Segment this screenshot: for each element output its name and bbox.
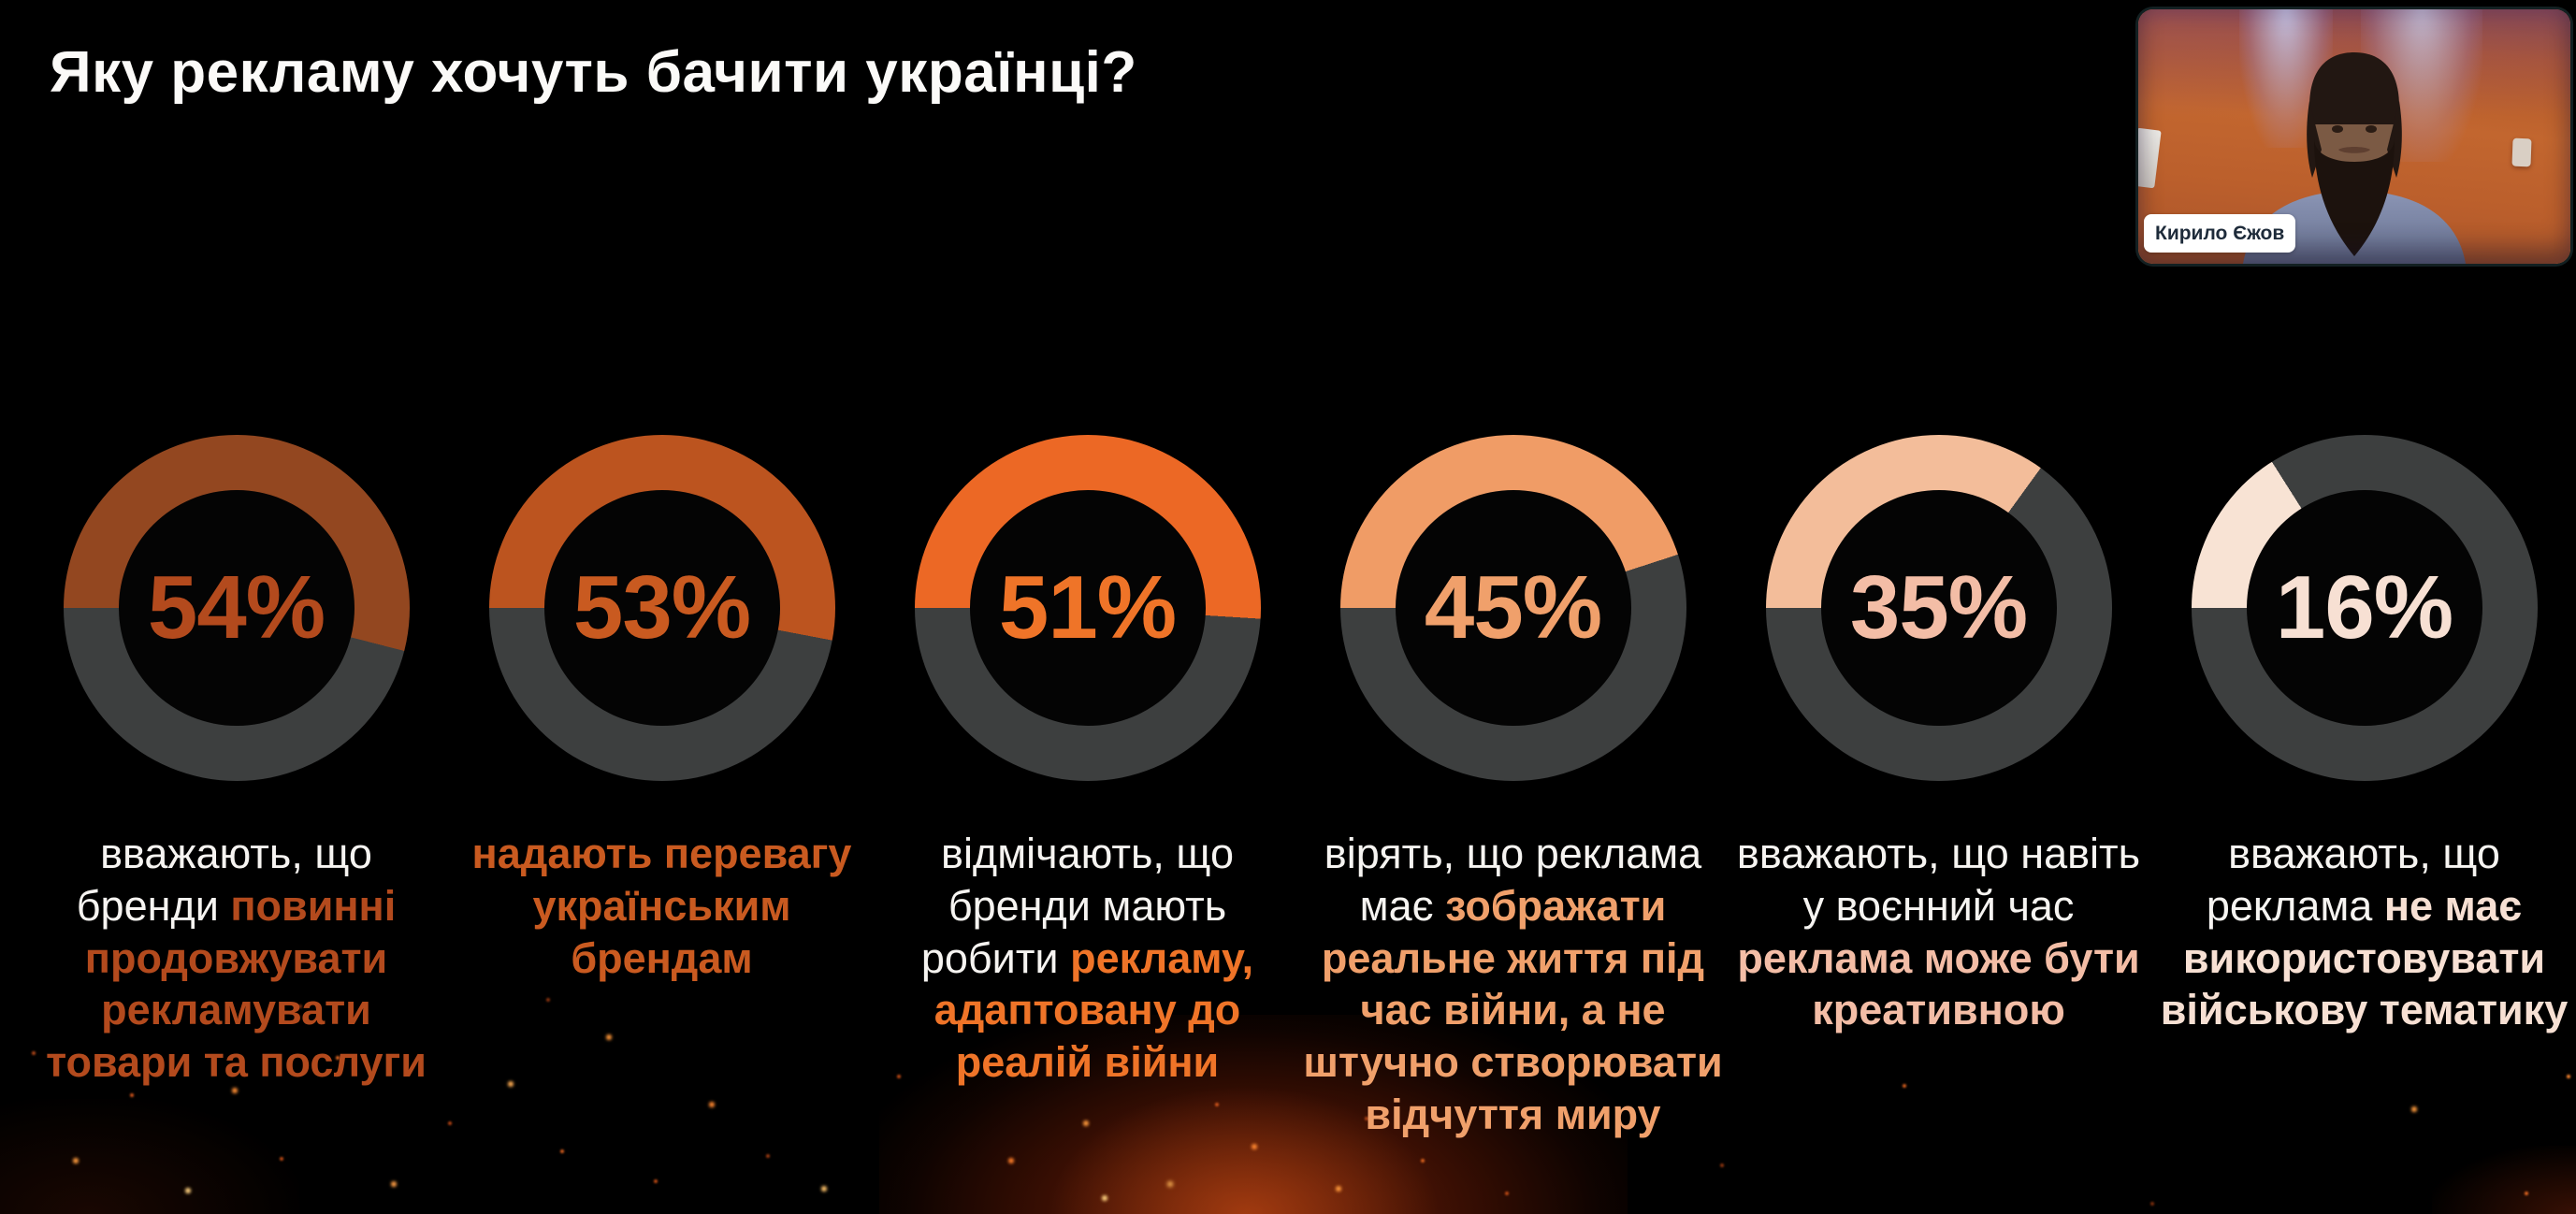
page-title: Яку рекламу хочуть бачити українці? xyxy=(50,40,1137,105)
ember-sparks xyxy=(0,0,2,2)
stat-column: 53% надають перевагу українським брендам xyxy=(449,435,875,1141)
donut-percent-label: 54% xyxy=(147,557,326,658)
participant-name-label: Кирило Єжов xyxy=(2155,222,2285,244)
stat-description-highlight: надають перевагу українським брендам xyxy=(471,830,852,982)
participant-name-tag: Кирило Єжов xyxy=(2144,213,2296,253)
donut-hole xyxy=(1395,490,1631,726)
donut-percent-label: 16% xyxy=(2275,557,2453,658)
stat-description-highlight: зображати реальне життя під час війни, а… xyxy=(1303,881,1723,1138)
donut-chart: 16% xyxy=(2191,435,2538,781)
stat-description: вірять, що реклама має зображати реальне… xyxy=(1300,828,1726,1141)
stat-description-plain: вважають, що реклама xyxy=(2206,830,2500,930)
donut-hole xyxy=(118,490,355,726)
stat-description: надають перевагу українським брендам xyxy=(449,828,875,984)
stat-description-highlight: реклама може бути креативною xyxy=(1737,933,2140,1034)
stat-description-highlight: повинні продовжувати рекламувати товари … xyxy=(46,881,427,1087)
webcam-tile[interactable]: Кирило Єжов xyxy=(2138,9,2570,264)
participant-silhouette xyxy=(2243,52,2466,264)
stat-description-plain: вважають, що навіть у воєнний час xyxy=(1736,830,2141,930)
stat-column: 51% відмічають, що бренди мають робити р… xyxy=(875,435,1300,1141)
donut-hole xyxy=(969,490,1206,726)
donut-chart: 54% xyxy=(63,435,410,781)
stat-column: 35% вважають, що навіть у воєнний час ре… xyxy=(1726,435,2151,1141)
stat-description: відмічають, що бренди мають робити рекла… xyxy=(875,828,1300,1089)
donut-percent-label: 45% xyxy=(1424,557,1602,658)
donut-percent-label: 53% xyxy=(572,557,751,658)
donut-hole xyxy=(543,490,780,726)
stat-column: 45% вірять, що реклама має зображати реа… xyxy=(1300,435,1726,1141)
stat-column: 54% вважають, що бренди повинні продовжу… xyxy=(23,435,449,1141)
donut-percent-label: 35% xyxy=(1849,557,2028,658)
stat-description-highlight: рекламу, адаптовану до реалій війни xyxy=(933,933,1254,1087)
stat-description: вважають, що навіть у воєнний час реклам… xyxy=(1726,828,2151,1036)
stat-column: 16% вважають, що реклама не має використ… xyxy=(2151,435,2576,1141)
donut-percent-label: 51% xyxy=(998,557,1177,658)
donut-chart: 53% xyxy=(488,435,835,781)
stat-description: вважають, що реклама не має використовув… xyxy=(2151,828,2576,1036)
stat-description-highlight: не має використовувати військову тематик… xyxy=(2160,881,2569,1034)
stat-description-plain: відмічають, що бренди мають робити xyxy=(920,830,1234,982)
ember-glow xyxy=(2432,1146,2576,1214)
stat-description-plain: вважають, що бренди xyxy=(76,830,372,930)
donut-hole xyxy=(1820,490,2057,726)
stat-description: вважають, що бренди повинні продовжувати… xyxy=(23,828,449,1089)
stats-row: 54% вважають, що бренди повинні продовжу… xyxy=(23,435,2576,1141)
stat-description-plain: вірять, що реклама має xyxy=(1324,830,1702,930)
donut-hole xyxy=(2246,490,2482,726)
donut-chart: 35% xyxy=(1765,435,2112,781)
donut-chart: 45% xyxy=(1339,435,1686,781)
donut-chart: 51% xyxy=(914,435,1261,781)
